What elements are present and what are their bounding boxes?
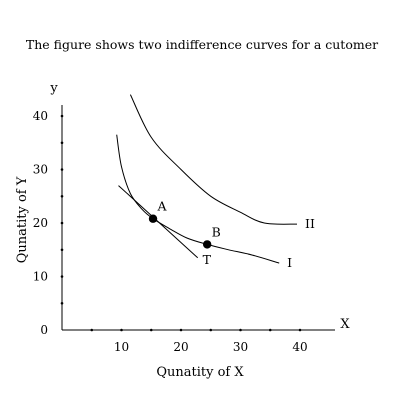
x-tick-mark: [90, 329, 93, 332]
y-tick-mark: [61, 141, 64, 144]
x-tick-mark: [150, 329, 153, 332]
x-tick-mark: [269, 329, 272, 332]
curve-i-label: I: [287, 255, 292, 270]
point-b-label: B: [212, 224, 221, 239]
x-tick-label: 10: [114, 340, 129, 354]
y-tick-mark: [61, 115, 64, 118]
y-tick-label: 0: [40, 323, 48, 337]
x-axis-title: Qunatity of X: [156, 365, 244, 380]
point-b-marker: [203, 240, 211, 248]
curve-t-line: [119, 186, 198, 258]
x-tick-mark: [239, 329, 242, 332]
x-tick-label: 20: [173, 340, 188, 354]
chart-title: The figure shows two indifference curves…: [26, 37, 378, 52]
curve-ii-label: II: [305, 216, 315, 231]
y-tick-mark: [61, 275, 64, 278]
x-tick-mark: [120, 329, 123, 332]
x-tick-mark: [299, 329, 302, 332]
point-a-label: A: [157, 199, 168, 214]
x-tick-mark: [209, 329, 212, 332]
y-tick-mark: [61, 248, 64, 251]
x-tick-mark: [180, 329, 183, 332]
y-tick-label: 20: [33, 216, 48, 230]
y-axis-title: Qunatity of Y: [15, 176, 30, 263]
y-tick-mark: [61, 302, 64, 305]
x-tick-label: 40: [292, 340, 307, 354]
y-axis-letter: y: [49, 81, 58, 96]
y-tick-label: 40: [33, 109, 48, 123]
curve-t-label: T: [203, 252, 212, 267]
y-tick-mark: [61, 222, 64, 225]
curve-ii-line: [130, 95, 297, 225]
curve-i-line: [117, 135, 280, 263]
x-tick-label: 30: [233, 340, 248, 354]
ticks-layer: 0 10 20 30 40 10 20 30 40: [33, 109, 308, 354]
x-axis-letter: X: [340, 317, 350, 332]
y-tick-mark: [61, 168, 64, 171]
y-tick-label: 30: [33, 163, 48, 177]
y-tick-label: 10: [33, 270, 48, 284]
point-a-marker: [149, 215, 157, 223]
y-tick-mark: [61, 195, 64, 198]
